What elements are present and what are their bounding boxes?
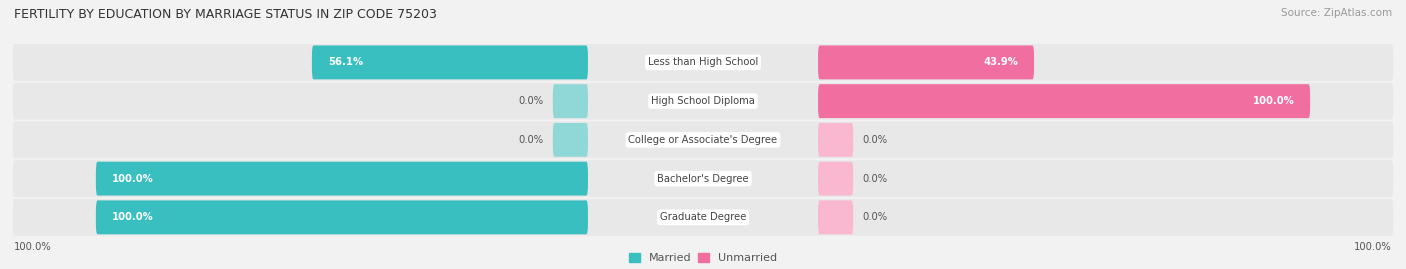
Text: 100.0%: 100.0% (112, 212, 153, 222)
Text: 43.9%: 43.9% (983, 57, 1018, 68)
Text: FERTILITY BY EDUCATION BY MARRIAGE STATUS IN ZIP CODE 75203: FERTILITY BY EDUCATION BY MARRIAGE STATU… (14, 8, 437, 21)
FancyBboxPatch shape (312, 45, 588, 79)
Text: 100.0%: 100.0% (1354, 242, 1392, 252)
FancyBboxPatch shape (96, 200, 588, 234)
Text: Graduate Degree: Graduate Degree (659, 212, 747, 222)
FancyBboxPatch shape (553, 84, 588, 118)
FancyBboxPatch shape (13, 160, 1393, 197)
Text: College or Associate's Degree: College or Associate's Degree (628, 135, 778, 145)
FancyBboxPatch shape (818, 123, 853, 157)
FancyBboxPatch shape (13, 199, 1393, 236)
Text: Bachelor's Degree: Bachelor's Degree (657, 174, 749, 184)
Legend: Married, Unmarried: Married, Unmarried (628, 253, 778, 263)
Text: 0.0%: 0.0% (517, 135, 543, 145)
Text: 0.0%: 0.0% (863, 212, 889, 222)
Text: 0.0%: 0.0% (863, 174, 889, 184)
FancyBboxPatch shape (818, 84, 1310, 118)
Text: 100.0%: 100.0% (112, 174, 153, 184)
Text: 100.0%: 100.0% (14, 242, 52, 252)
FancyBboxPatch shape (818, 45, 1033, 79)
Text: Less than High School: Less than High School (648, 57, 758, 68)
Text: 56.1%: 56.1% (328, 57, 363, 68)
Text: 0.0%: 0.0% (517, 96, 543, 106)
Text: 100.0%: 100.0% (1253, 96, 1294, 106)
FancyBboxPatch shape (96, 162, 588, 196)
FancyBboxPatch shape (818, 162, 853, 196)
Text: Source: ZipAtlas.com: Source: ZipAtlas.com (1281, 8, 1392, 18)
Text: 0.0%: 0.0% (863, 135, 889, 145)
FancyBboxPatch shape (553, 123, 588, 157)
FancyBboxPatch shape (13, 122, 1393, 158)
FancyBboxPatch shape (13, 44, 1393, 81)
Text: High School Diploma: High School Diploma (651, 96, 755, 106)
FancyBboxPatch shape (13, 83, 1393, 119)
FancyBboxPatch shape (818, 200, 853, 234)
